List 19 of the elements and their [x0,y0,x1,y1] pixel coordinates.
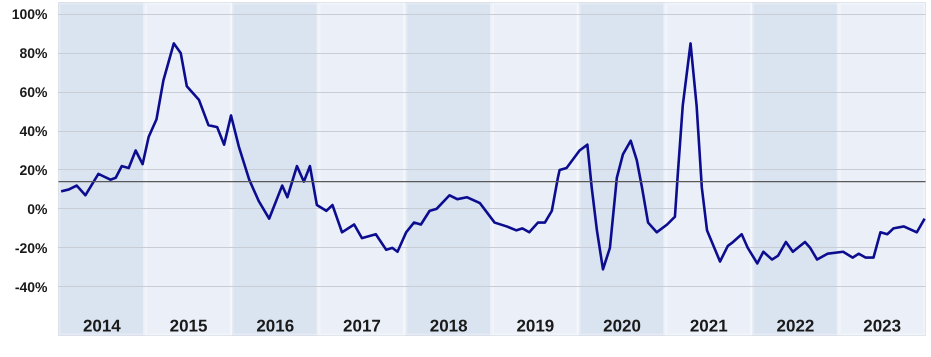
line-series [60,42,926,271]
x-tick-label: 2023 [863,316,902,336]
x-tick-label: 2017 [343,316,381,336]
y-tick-label: -20% [14,240,48,256]
x-tick-label: 2019 [516,316,554,336]
x-tick-label: 2015 [170,316,208,336]
y-tick-label: 60% [19,84,48,100]
y-tick-label: 0% [27,200,48,217]
x-tick-label: 2021 [690,316,728,336]
x-tick-label: 2022 [776,316,814,336]
x-tick-label: 2014 [82,316,122,336]
x-tick-label: 2020 [603,316,641,336]
x-tick-label: 2018 [430,316,468,336]
y-tick-label: 40% [19,123,48,140]
x-tick-label: 2016 [256,316,294,336]
y-tick-label: 20% [19,162,48,178]
y-tick-label: 100% [12,6,48,22]
y-tick-label: 80% [19,45,48,62]
y-tick-label: -40% [14,278,48,295]
